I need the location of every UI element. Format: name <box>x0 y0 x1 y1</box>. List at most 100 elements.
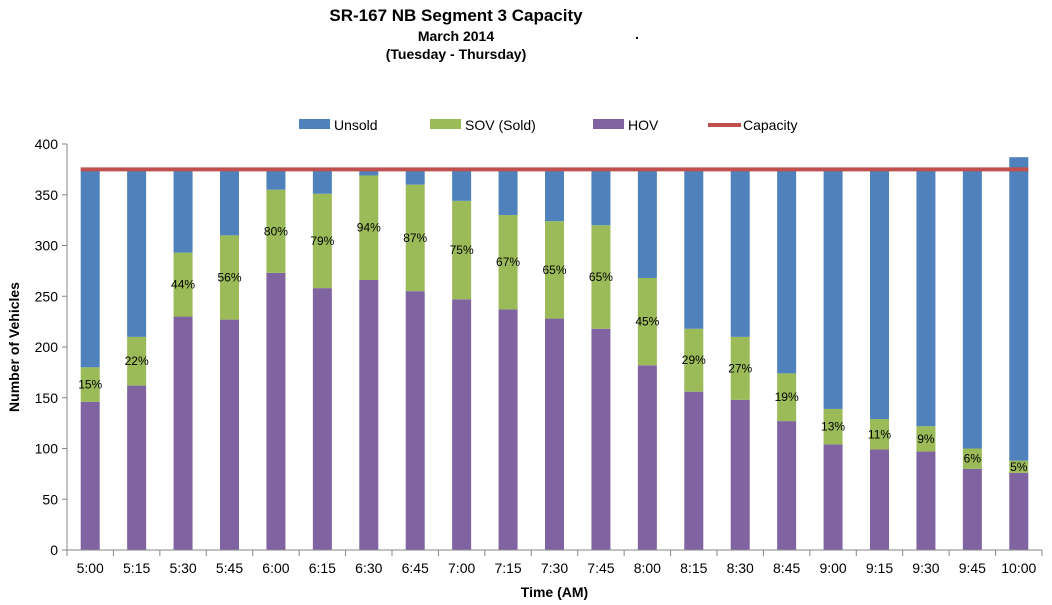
bar-hov <box>1009 472 1029 550</box>
data-label-sov: 87% <box>403 231 427 245</box>
x-tick-label: 8:00 <box>634 560 661 576</box>
x-tick-label: 8:45 <box>773 560 800 576</box>
chart-subtitle-days: (Tuesday - Thursday) <box>385 46 527 62</box>
chart-title: SR-167 NB Segment 3 Capacity <box>329 6 583 25</box>
legend-item-hov-swatch <box>593 119 624 129</box>
y-tick-label: 400 <box>35 136 59 152</box>
data-label-sov: 65% <box>589 270 613 284</box>
bar-unsold <box>777 169 797 374</box>
bar-unsold <box>545 169 564 222</box>
data-label-sov: 94% <box>357 221 381 235</box>
y-tick-label: 100 <box>35 441 59 457</box>
bar-hov <box>498 309 518 550</box>
bar-sov <box>777 373 797 422</box>
y-tick-label: 200 <box>35 339 59 355</box>
legend-item-sov-label: SOV (Sold) <box>465 117 536 133</box>
bar-sov <box>823 408 843 445</box>
bar-sov <box>870 419 889 450</box>
bar-hov <box>452 299 472 550</box>
bar-unsold <box>312 169 332 194</box>
data-label-sov: 15% <box>78 378 102 392</box>
data-label-sov: 13% <box>821 420 845 434</box>
x-tick-label: 7:45 <box>587 560 614 576</box>
bar-sov <box>266 189 286 273</box>
legend-item-hov-label: HOV <box>628 117 659 133</box>
bar-hov <box>545 318 564 550</box>
bar-sov <box>80 367 100 402</box>
data-label-sov: 27% <box>728 361 752 375</box>
x-tick-label: 7:15 <box>494 560 521 576</box>
x-tick-label: 6:45 <box>402 560 429 576</box>
x-tick-label: 5:15 <box>123 560 150 576</box>
bar-sov <box>359 175 379 281</box>
bar-hov <box>777 421 797 550</box>
legend-item-sov-swatch <box>430 119 461 129</box>
bar-sov <box>637 277 657 366</box>
y-tick-label: 350 <box>35 187 59 203</box>
x-tick-label: 5:30 <box>169 560 196 576</box>
bar-hov <box>916 451 936 550</box>
bar-unsold <box>405 169 425 185</box>
bar-sov <box>498 215 518 310</box>
bar-hov <box>730 399 750 550</box>
bar-unsold <box>80 169 100 368</box>
bar-unsold <box>870 169 889 420</box>
bar-hov <box>359 280 379 550</box>
x-tick-label: 8:30 <box>727 560 754 576</box>
bar-unsold <box>591 169 611 226</box>
bar-sov <box>730 336 750 400</box>
x-tick-label: 6:00 <box>262 560 289 576</box>
bar-unsold <box>730 169 750 337</box>
x-tick-label: 9:30 <box>912 560 939 576</box>
data-label-sov: 80% <box>264 224 288 238</box>
bar-hov <box>684 391 704 550</box>
bar-hov <box>637 365 657 550</box>
data-label-sov: 45% <box>635 315 659 329</box>
chart-subtitle-date: March 2014 <box>417 28 495 44</box>
data-label-sov: 9% <box>917 432 935 446</box>
bar-sov <box>962 448 982 469</box>
x-tick-label: 7:30 <box>541 560 568 576</box>
data-label-sov: 11% <box>868 427 891 441</box>
bar-hov <box>312 288 332 550</box>
stray-mark: . <box>635 26 639 42</box>
bar-sov <box>684 328 704 392</box>
bar-unsold <box>266 169 286 190</box>
bar-unsold <box>962 169 982 449</box>
bar-unsold <box>127 169 147 337</box>
bar-unsold <box>173 169 193 253</box>
legend-item-unsold-label: Unsold <box>334 117 378 133</box>
bar-sov <box>127 336 147 386</box>
data-label-sov: 19% <box>775 390 799 404</box>
y-tick-label: 50 <box>42 491 58 507</box>
bar-sov <box>545 221 564 319</box>
bar-sov <box>916 426 936 452</box>
data-label-sov: 44% <box>171 278 195 292</box>
data-label-sov: 75% <box>450 243 474 257</box>
data-label-sov: 22% <box>125 354 149 368</box>
bar-sov <box>591 225 611 329</box>
x-tick-label: 9:00 <box>819 560 846 576</box>
y-tick-label: 0 <box>50 542 58 558</box>
bar-sov <box>220 235 239 320</box>
bar-sov <box>173 252 193 317</box>
x-axis-title: Time (AM) <box>521 584 588 600</box>
bar-hov <box>220 319 239 550</box>
bar-hov <box>591 328 611 550</box>
x-tick-label: 5:00 <box>77 560 104 576</box>
x-tick-label: 9:15 <box>866 560 893 576</box>
bar-hov <box>266 272 286 550</box>
bar-unsold <box>498 169 518 216</box>
data-label-sov: 65% <box>542 263 566 277</box>
legend-item-capacity-label: Capacity <box>743 117 797 133</box>
bar-unsold <box>452 169 472 201</box>
bar-hov <box>405 291 425 550</box>
bar-unsold <box>637 169 657 278</box>
bar-hov <box>173 316 193 550</box>
bar-hov <box>80 401 100 550</box>
bar-sov <box>452 200 472 300</box>
y-tick-label: 150 <box>35 390 59 406</box>
bar-hov <box>127 385 147 550</box>
y-axis-title: Number of Vehicles <box>6 282 22 412</box>
